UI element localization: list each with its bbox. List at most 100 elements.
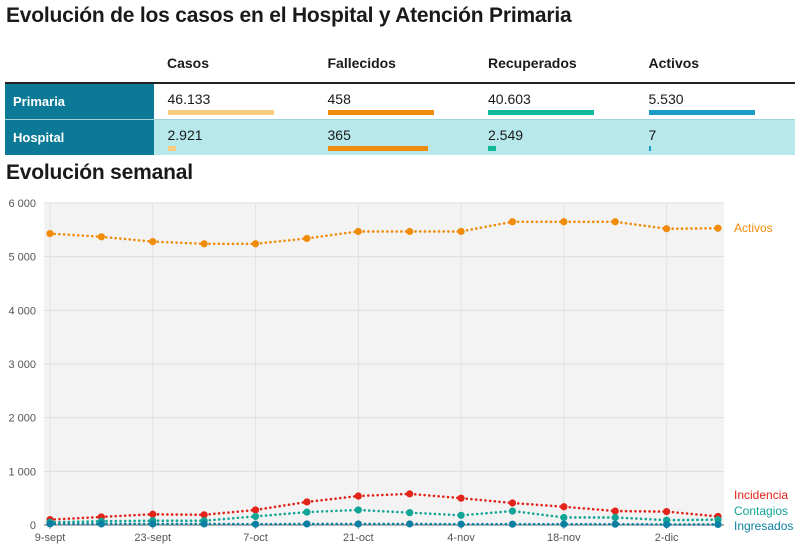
- data-point-activos: [200, 240, 208, 248]
- cell-value: 2.549: [488, 126, 524, 143]
- data-point-ingresados: [611, 520, 619, 528]
- data-point-contagios: [508, 507, 517, 515]
- table-row-primaria: Primaria 46.133 458 40.603 5.530: [5, 83, 795, 120]
- series-line-activos: [48, 220, 720, 246]
- series-label-ingresados: Ingresados: [734, 519, 793, 533]
- data-point-incidencia: [406, 490, 414, 498]
- data-point-incidencia: [508, 499, 517, 507]
- data-point-incidencia: [303, 498, 311, 506]
- value-bar: [648, 145, 651, 151]
- data-point-ingresados: [303, 520, 311, 528]
- cell-primaria-fallecidos: 458: [313, 83, 474, 120]
- x-tick-label: 23-sept: [134, 532, 171, 544]
- data-point-contagios: [406, 509, 414, 517]
- summary-table: Casos Fallecidos Recuperados Activos Pri…: [5, 44, 795, 155]
- cell-value: 5.530: [648, 91, 684, 107]
- data-point-activos: [611, 218, 619, 226]
- data-point-activos: [46, 229, 54, 238]
- data-point-incidencia: [354, 492, 362, 500]
- x-tick-label: 4-nov: [447, 532, 475, 544]
- data-point-incidencia: [251, 506, 260, 514]
- data-point-incidencia: [560, 503, 568, 511]
- data-point-activos: [149, 238, 157, 246]
- x-tick-label: 21-oct: [343, 532, 374, 544]
- header-blank-cell: [5, 44, 153, 84]
- line-chart: 0 1 000 2 000 3 000 4 000 5 000 6 000 9-sept 23-…: [8, 198, 793, 544]
- data-point-contagios: [251, 512, 260, 521]
- cell-value: 458: [327, 91, 351, 107]
- x-tick-label: 7-oct: [243, 532, 267, 544]
- cell-value: 7: [648, 126, 657, 143]
- row-label-primaria: Primaria: [5, 83, 154, 120]
- table-row-hospital: Hospital 2.921 365 2.549 7: [5, 119, 795, 155]
- data-point-contagios: [303, 508, 311, 516]
- y-tick-label: 0: [30, 520, 36, 532]
- y-tick-label: 5 000: [8, 252, 36, 264]
- series-label-contagios: Contagios: [734, 504, 788, 518]
- data-point-ingresados: [97, 520, 105, 528]
- cell-value: 2.921: [167, 126, 203, 143]
- data-point-ingresados: [200, 520, 208, 528]
- data-point-activos: [508, 218, 517, 226]
- y-tick-label: 2 000: [8, 413, 36, 425]
- cell-value: 40.603: [488, 91, 531, 107]
- data-point-contagios: [354, 506, 362, 514]
- cell-value: 46.133: [167, 91, 211, 107]
- column-header-fallecidos: Fallecidos: [313, 44, 474, 84]
- data-point-ingresados: [46, 520, 54, 528]
- value-bar: [167, 145, 176, 151]
- x-tick-label: 18-nov: [547, 532, 581, 544]
- data-point-contagios: [611, 513, 619, 522]
- data-point-activos: [457, 227, 465, 236]
- x-tick-label: 9-sept: [35, 532, 66, 544]
- data-point-incidencia: [457, 494, 465, 502]
- data-point-ingresados: [406, 520, 414, 528]
- column-header-casos: Casos: [153, 44, 314, 84]
- data-point-activos: [97, 233, 105, 241]
- data-point-activos: [406, 227, 414, 236]
- data-point-incidencia: [611, 507, 619, 515]
- x-tick-label: 2-dic: [655, 532, 679, 544]
- data-point-ingresados: [149, 520, 157, 528]
- cell-primaria-activos: 5.530: [634, 83, 795, 120]
- column-header-recuperados: Recuperados: [474, 44, 635, 84]
- page-title: Evolución de los casos en el Hospital y …: [6, 4, 572, 27]
- cell-hospital-recuperados: 2.549: [474, 119, 635, 155]
- summary-header-row: Casos Fallecidos Recuperados Activos: [5, 44, 795, 84]
- cell-value: 365: [327, 126, 351, 143]
- data-point-contagios: [457, 511, 465, 519]
- chart-title: Evolución semanal: [6, 161, 193, 184]
- series-line-ingresados: [48, 522, 720, 526]
- cell-hospital-casos: 2.921: [153, 119, 314, 155]
- series-line-incidencia: [48, 492, 720, 521]
- data-point-ingresados: [508, 520, 517, 528]
- data-point-incidencia: [663, 507, 671, 516]
- data-point-contagios: [560, 513, 568, 522]
- data-point-ingresados: [663, 520, 671, 529]
- y-tick-label: 6 000: [8, 198, 36, 210]
- cell-primaria-casos: 46.133: [153, 83, 314, 120]
- data-point-ingresados: [354, 520, 362, 528]
- data-point-ingresados: [560, 520, 568, 528]
- row-label-hospital: Hospital: [5, 119, 154, 155]
- value-bar: [648, 110, 755, 115]
- column-header-activos: Activos: [634, 44, 795, 84]
- cell-hospital-fallecidos: 365: [313, 119, 474, 155]
- cell-primaria-recuperados: 40.603: [474, 83, 635, 120]
- data-point-activos: [303, 234, 311, 243]
- series-line-contagios: [48, 508, 720, 524]
- data-point-incidencia: [200, 511, 208, 519]
- data-point-ingresados: [714, 520, 722, 529]
- data-point-activos: [251, 240, 260, 248]
- data-point-ingresados: [251, 520, 260, 528]
- value-bar: [327, 145, 428, 151]
- data-point-activos: [663, 225, 671, 233]
- cell-hospital-activos: 7: [634, 119, 795, 155]
- value-bar: [327, 110, 434, 115]
- data-point-activos: [714, 224, 722, 232]
- data-point-ingresados: [457, 520, 465, 528]
- value-bar: [488, 110, 594, 115]
- y-tick-label: 3 000: [8, 359, 36, 371]
- data-point-activos: [560, 218, 568, 226]
- series-label-incidencia: Incidencia: [734, 488, 788, 502]
